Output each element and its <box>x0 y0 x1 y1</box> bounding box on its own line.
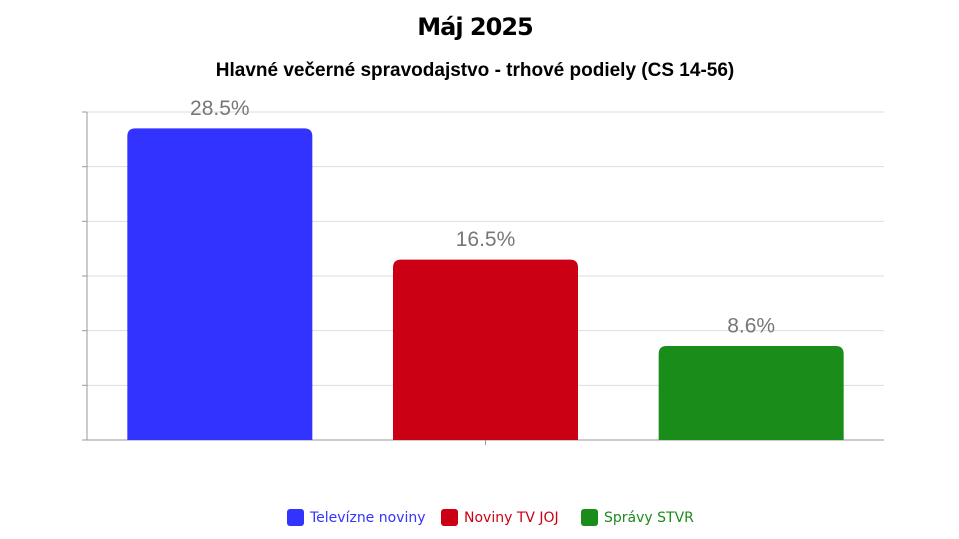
legend-label: Televízne noviny <box>309 510 426 526</box>
chart-subtitle: Hlavné večerné spravodajstvo - trhové po… <box>216 60 734 81</box>
legend-label: Noviny TV JOJ <box>464 510 559 526</box>
legend-swatch <box>581 509 598 526</box>
legend-swatch <box>287 509 304 526</box>
value-label: 8.6% <box>727 315 775 338</box>
chart-title: Máj 2025 <box>417 13 533 41</box>
bar <box>658 345 844 440</box>
legend-label: Správy STVR <box>604 510 694 526</box>
value-label: 16.5% <box>456 228 516 251</box>
legend-swatch <box>441 509 458 526</box>
value-label: 28.5% <box>190 97 250 120</box>
bar <box>393 259 578 440</box>
bar <box>127 128 313 440</box>
